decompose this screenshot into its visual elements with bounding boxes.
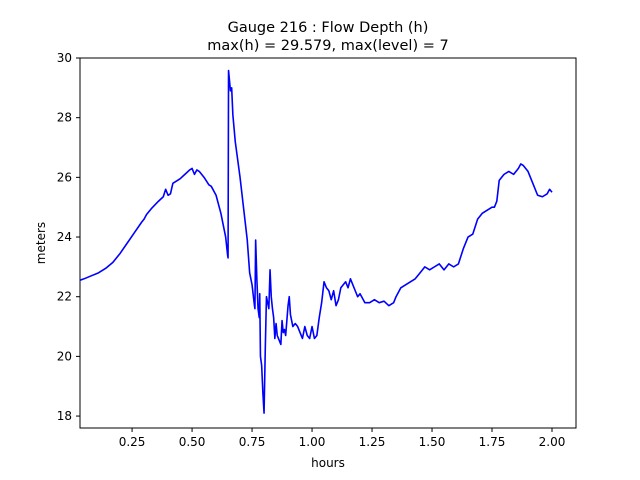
x-tick-label: 1.00	[299, 435, 326, 449]
x-axis: 0.25 0.50 0.75 1.00 1.25 1.50 1.75 2.00	[119, 428, 566, 449]
chart-title: Gauge 216 : Flow Depth (h)	[228, 20, 429, 36]
y-tick-label: 30	[57, 51, 72, 65]
y-tick-label: 20	[57, 349, 72, 363]
plot-area	[79, 57, 577, 429]
y-tick-label: 28	[57, 111, 72, 125]
x-tick-label: 1.75	[479, 435, 506, 449]
y-axis-label: meters	[34, 222, 48, 264]
y-axis: 18 20 22 24 26 28 30	[57, 51, 80, 423]
x-tick-label: 0.25	[119, 435, 146, 449]
axes-frame	[79, 57, 577, 429]
x-tick-label: 1.50	[419, 435, 446, 449]
x-axis-label: hours	[311, 456, 345, 470]
y-tick-label: 18	[57, 409, 72, 423]
y-tick-label: 24	[57, 230, 72, 244]
x-tick-label: 0.75	[239, 435, 266, 449]
x-tick-label: 1.25	[359, 435, 386, 449]
series-line	[79, 69, 553, 414]
x-tick-label: 0.50	[179, 435, 206, 449]
y-tick-label: 26	[57, 170, 72, 184]
y-tick-label: 22	[57, 290, 72, 304]
chart-subtitle: max(h) = 29.579, max(level) = 7	[207, 38, 448, 54]
x-tick-label: 2.00	[539, 435, 566, 449]
